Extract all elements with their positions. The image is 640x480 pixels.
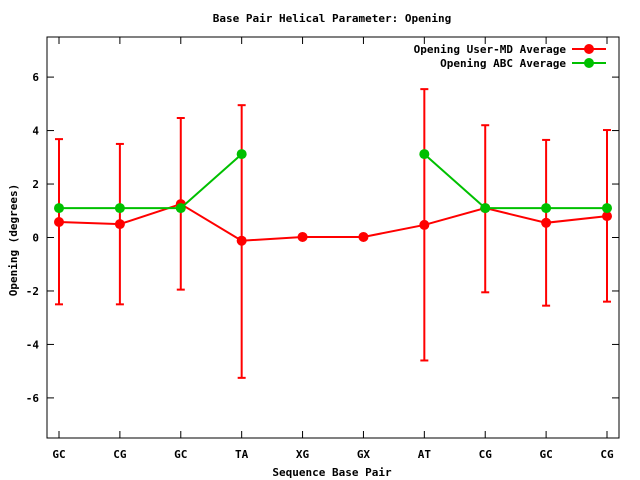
- y-tick-label: -2: [26, 285, 39, 298]
- data-point: [480, 203, 491, 214]
- x-tick-label: GX: [357, 448, 371, 461]
- y-axis-label: Opening (degrees): [7, 184, 20, 297]
- data-point: [419, 149, 430, 160]
- data-point: [602, 211, 612, 222]
- plot-area: -6 -4 -2 0 2 4 6 GC CG GC TA XG GX AT CG GC CG: [26, 36, 620, 461]
- chart-title: Base Pair Helical Parameter: Opening: [213, 12, 451, 25]
- data-point: [114, 203, 125, 214]
- series-1: [54, 88, 612, 379]
- x-tick-label: AT: [418, 448, 432, 461]
- legend-label: Opening User-MD Average: [414, 43, 567, 56]
- legend-marker: [584, 44, 594, 54]
- data-point: [236, 235, 247, 246]
- legend-marker: [584, 58, 594, 68]
- data-point: [54, 203, 64, 214]
- x-tick-label: TA: [235, 448, 249, 461]
- data-point: [114, 219, 125, 230]
- x-tick-label: GC: [174, 448, 187, 461]
- data-point: [541, 217, 552, 228]
- y-tick-label: 2: [32, 178, 39, 191]
- data-point: [541, 203, 552, 214]
- x-tick-label: GC: [52, 448, 65, 461]
- y-tick-label: 6: [32, 71, 39, 84]
- data-point: [236, 149, 247, 160]
- series-line: [58, 202, 608, 242]
- x-axis-label: Sequence Base Pair: [272, 466, 392, 479]
- x-tick-label: XG: [296, 448, 310, 461]
- x-tick-label: CG: [600, 448, 614, 461]
- x-tick-label: CG: [113, 448, 127, 461]
- data-point: [419, 219, 430, 230]
- y-tick-label: -6: [26, 392, 40, 405]
- series-line: [59, 153, 607, 210]
- data-point: [358, 231, 369, 242]
- y-tick-label: 4: [32, 125, 39, 138]
- data-point: [297, 231, 308, 242]
- data-point: [602, 203, 612, 214]
- data-point: [175, 203, 186, 214]
- y-tick-label: 0: [32, 232, 39, 245]
- legend-label: Opening ABC Average: [440, 57, 566, 70]
- series-2: [54, 149, 612, 214]
- y-tick-label: -4: [26, 338, 40, 351]
- x-tick-label: CG: [479, 448, 493, 461]
- data-point: [54, 216, 64, 227]
- x-tick-label: GC: [539, 448, 552, 461]
